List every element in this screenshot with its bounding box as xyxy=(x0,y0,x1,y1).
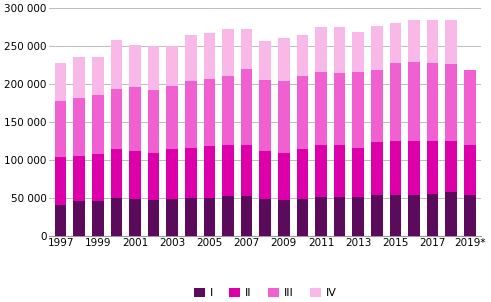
Bar xyxy=(74,201,85,236)
Bar xyxy=(408,141,420,194)
Bar xyxy=(464,145,475,194)
Bar xyxy=(427,63,438,141)
Bar xyxy=(185,81,196,148)
Bar xyxy=(129,199,141,236)
Bar xyxy=(259,41,271,80)
Bar xyxy=(129,151,141,199)
Bar xyxy=(278,153,290,200)
Bar xyxy=(278,81,290,153)
Bar xyxy=(408,194,420,236)
Bar xyxy=(408,62,420,141)
Bar xyxy=(222,76,234,145)
Bar xyxy=(353,197,364,236)
Bar xyxy=(334,145,345,197)
Bar xyxy=(445,64,457,141)
Bar xyxy=(371,142,382,195)
Bar xyxy=(55,101,66,157)
Bar xyxy=(185,35,196,81)
Bar xyxy=(353,72,364,148)
Bar xyxy=(92,57,104,95)
Bar xyxy=(55,205,66,236)
Bar xyxy=(464,69,475,145)
Bar xyxy=(222,29,234,76)
Bar xyxy=(445,192,457,236)
Bar xyxy=(204,79,215,146)
Bar xyxy=(148,153,160,200)
Bar xyxy=(74,156,85,201)
Bar xyxy=(222,196,234,236)
Bar xyxy=(464,194,475,236)
Bar xyxy=(315,197,327,236)
Bar xyxy=(408,20,420,62)
Bar xyxy=(241,145,252,196)
Bar xyxy=(427,20,438,63)
Bar xyxy=(353,148,364,197)
Bar xyxy=(334,197,345,236)
Bar xyxy=(259,80,271,151)
Bar xyxy=(371,26,382,69)
Bar xyxy=(166,86,178,149)
Bar xyxy=(297,199,308,236)
Bar xyxy=(185,148,196,198)
Bar xyxy=(204,198,215,236)
Bar xyxy=(427,141,438,194)
Bar xyxy=(371,69,382,142)
Bar xyxy=(334,27,345,72)
Bar xyxy=(334,72,345,145)
Bar xyxy=(315,145,327,197)
Bar xyxy=(278,38,290,81)
Bar xyxy=(445,141,457,192)
Bar xyxy=(389,23,401,63)
Bar xyxy=(185,198,196,236)
Bar xyxy=(353,32,364,72)
Bar xyxy=(110,149,122,198)
Bar xyxy=(445,20,457,64)
Bar xyxy=(110,40,122,88)
Bar xyxy=(92,201,104,236)
Bar xyxy=(297,149,308,199)
Bar xyxy=(371,195,382,236)
Bar xyxy=(389,194,401,236)
Bar xyxy=(55,63,66,101)
Bar xyxy=(92,95,104,154)
Bar xyxy=(204,146,215,198)
Bar xyxy=(389,141,401,194)
Bar xyxy=(74,57,85,98)
Bar xyxy=(259,151,271,199)
Bar xyxy=(389,63,401,141)
Bar xyxy=(427,194,438,236)
Bar xyxy=(148,46,160,90)
Bar xyxy=(315,27,327,72)
Bar xyxy=(110,198,122,236)
Bar xyxy=(297,76,308,149)
Bar xyxy=(241,196,252,236)
Bar xyxy=(92,154,104,201)
Bar xyxy=(241,29,252,69)
Bar xyxy=(241,69,252,145)
Bar xyxy=(278,200,290,236)
Bar xyxy=(315,72,327,145)
Legend: I, II, III, IV: I, II, III, IV xyxy=(190,284,341,302)
Bar xyxy=(166,46,178,86)
Bar xyxy=(222,145,234,196)
Bar xyxy=(166,149,178,199)
Bar xyxy=(148,200,160,236)
Bar xyxy=(148,90,160,153)
Bar xyxy=(129,45,141,87)
Bar xyxy=(129,87,141,151)
Bar xyxy=(259,199,271,236)
Bar xyxy=(166,199,178,236)
Bar xyxy=(110,88,122,149)
Bar xyxy=(204,33,215,79)
Bar xyxy=(74,98,85,156)
Bar xyxy=(55,157,66,205)
Bar xyxy=(297,35,308,76)
